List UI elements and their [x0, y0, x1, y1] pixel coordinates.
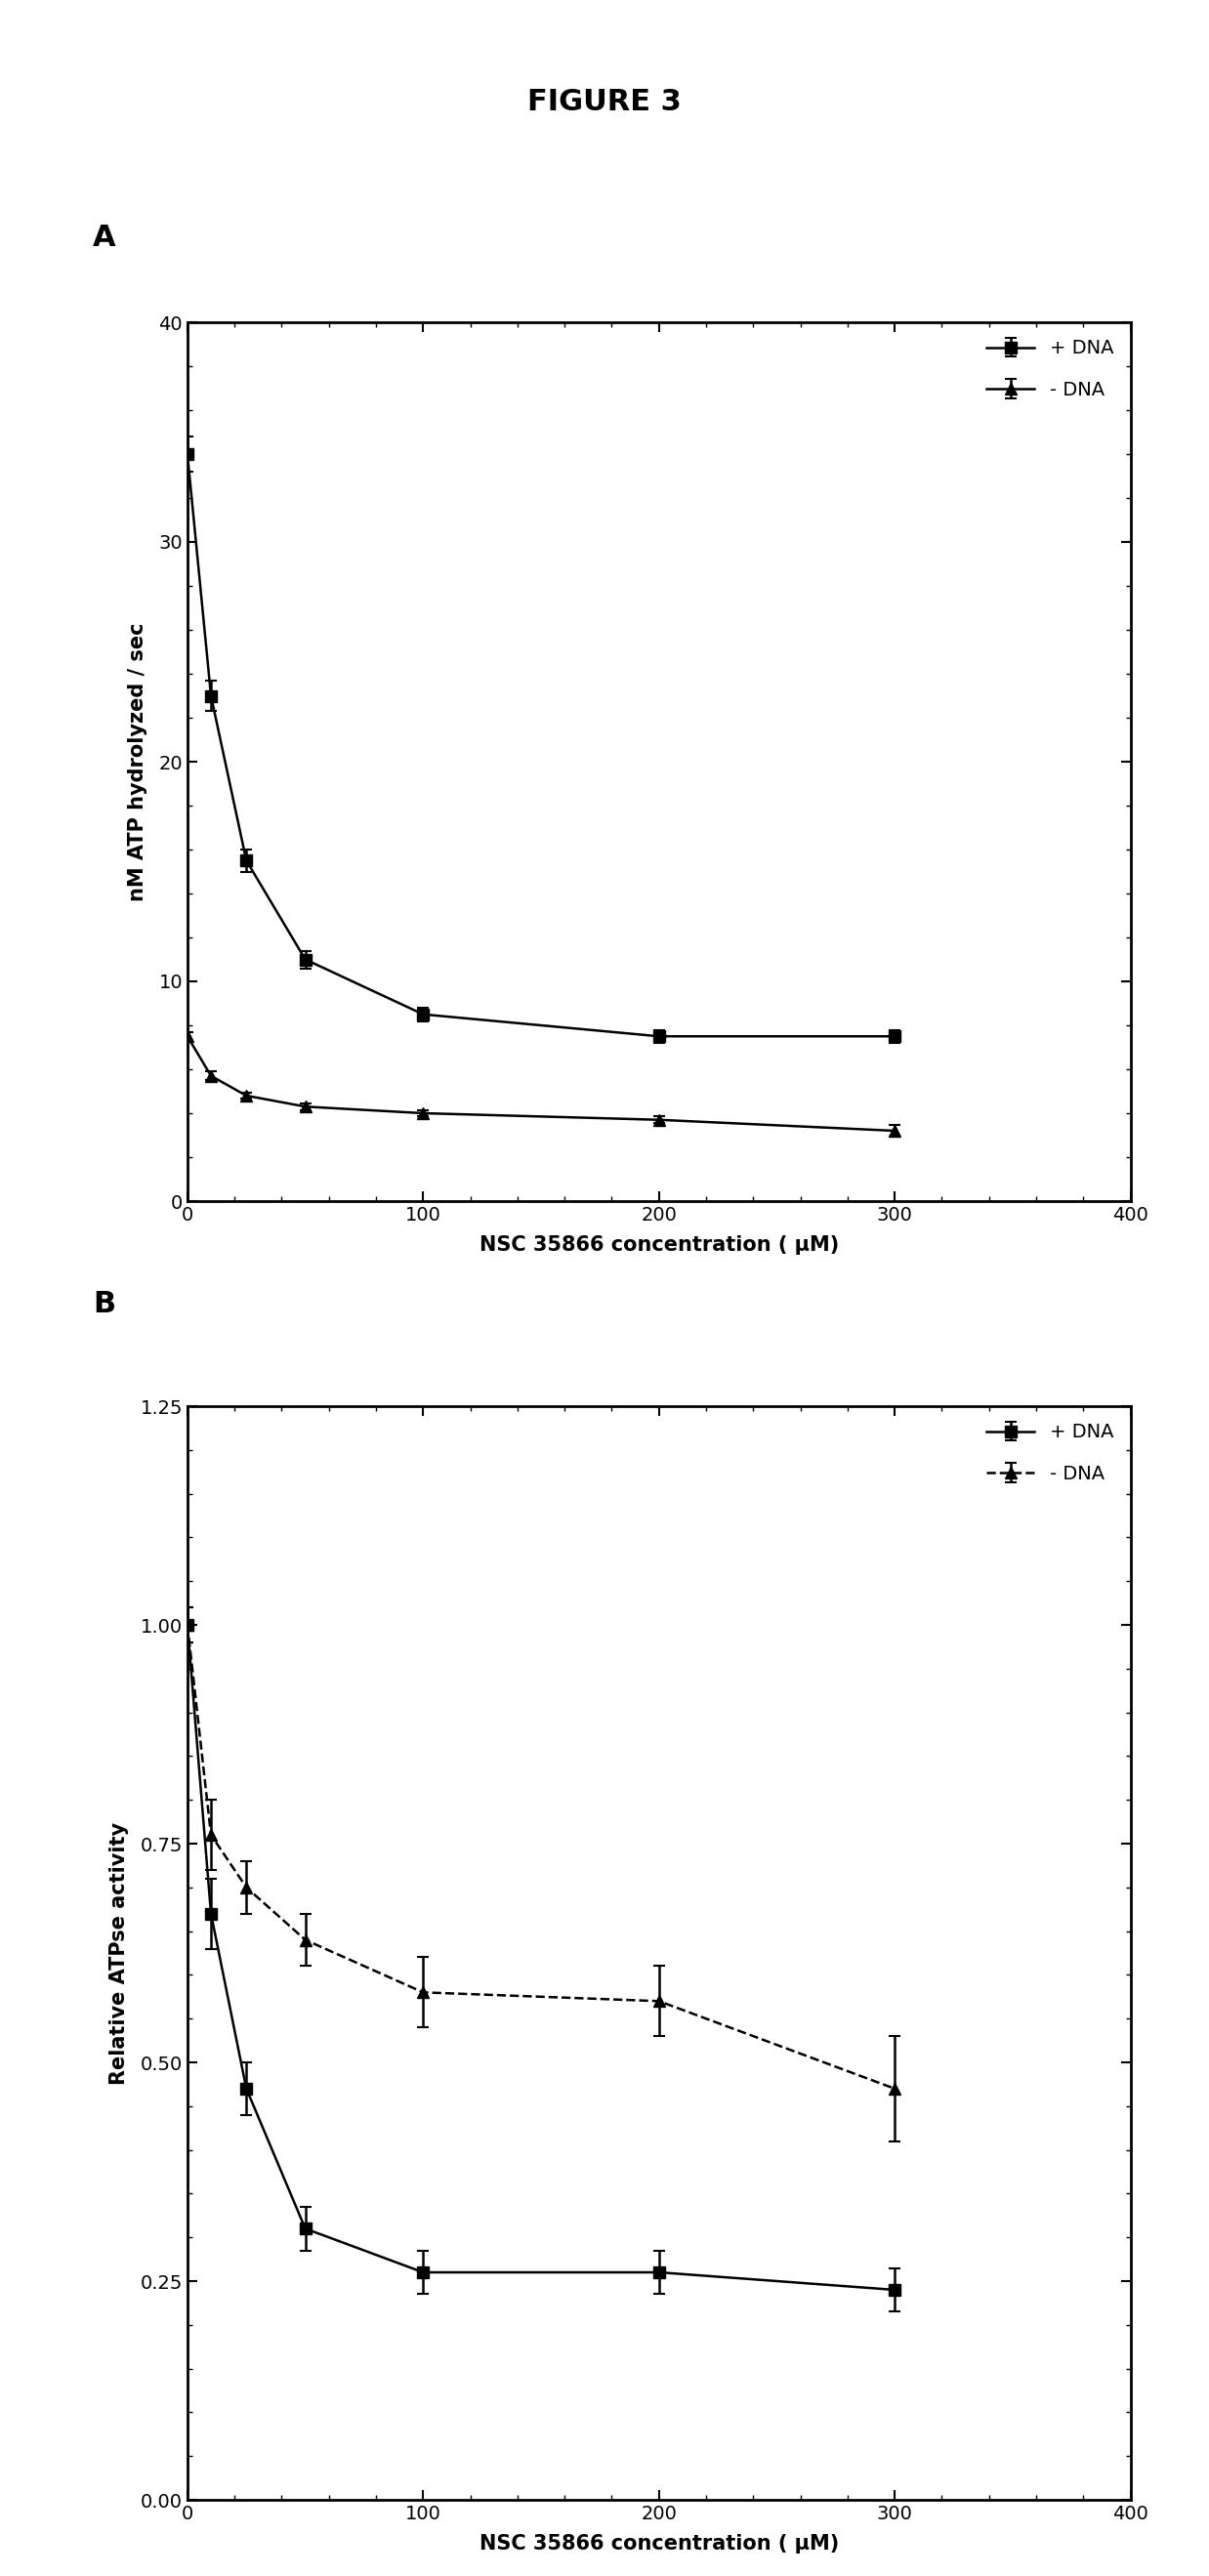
- Legend: + DNA, - DNA: + DNA, - DNA: [979, 332, 1121, 407]
- X-axis label: NSC 35866 concentration ( μM): NSC 35866 concentration ( μM): [479, 1236, 839, 1255]
- Legend: + DNA, - DNA: + DNA, - DNA: [979, 1417, 1121, 1492]
- Text: A: A: [93, 224, 116, 252]
- Y-axis label: Relative ATPse activity: Relative ATPse activity: [110, 1821, 129, 2084]
- Text: B: B: [93, 1291, 116, 1319]
- X-axis label: NSC 35866 concentration ( μM): NSC 35866 concentration ( μM): [479, 2535, 839, 2553]
- Y-axis label: nM ATP hydrolyzed / sec: nM ATP hydrolyzed / sec: [128, 623, 147, 902]
- Text: FIGURE 3: FIGURE 3: [527, 88, 682, 116]
